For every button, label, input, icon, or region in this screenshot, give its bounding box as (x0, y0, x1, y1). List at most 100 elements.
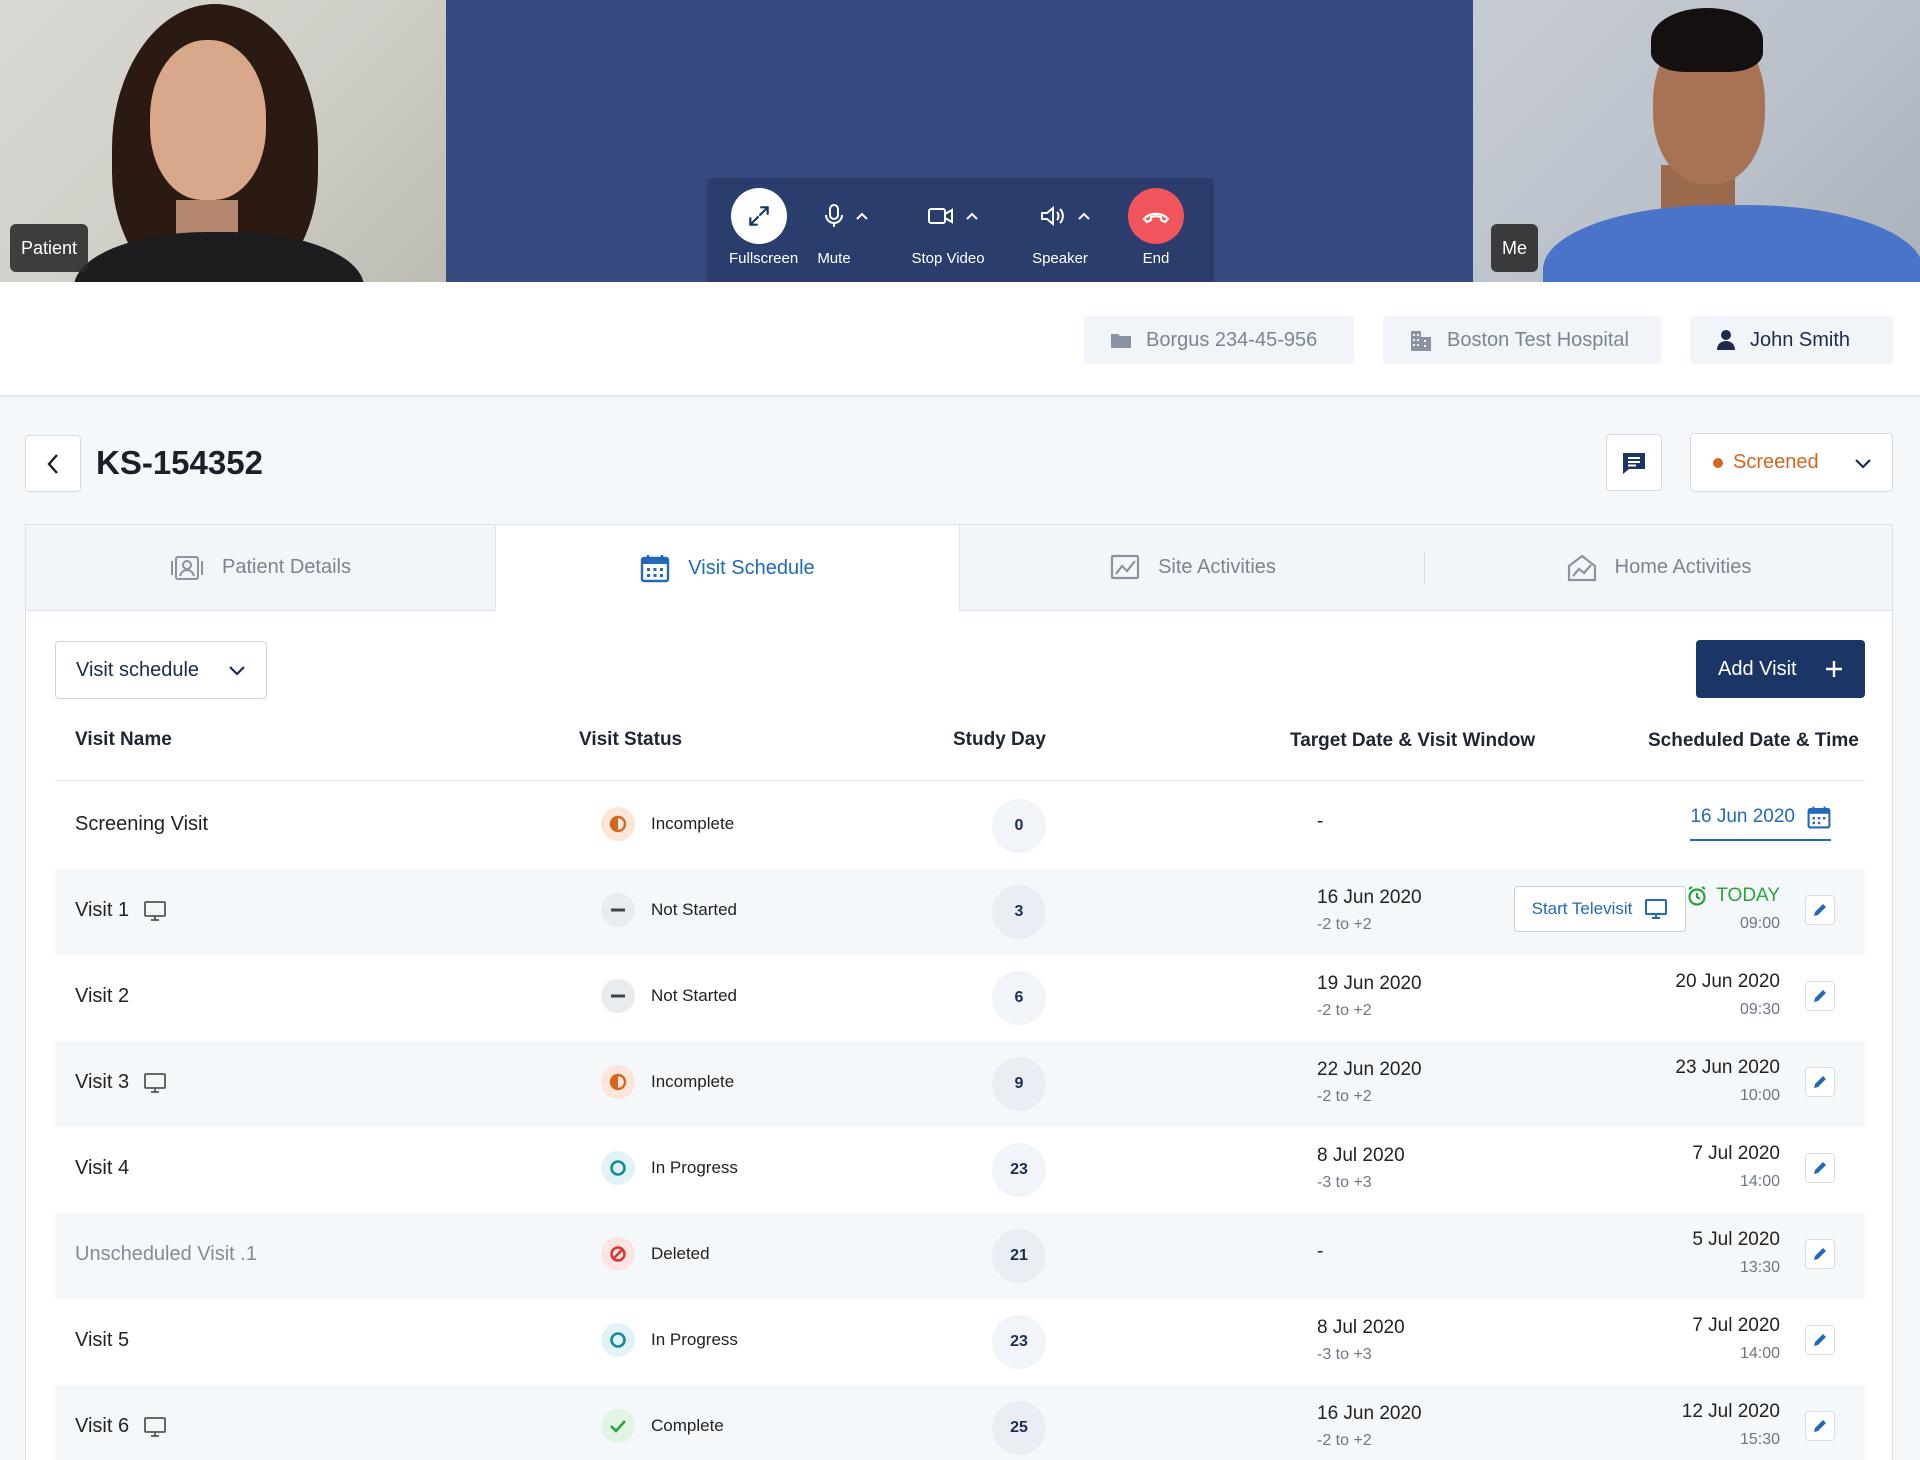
tab-home-activities[interactable]: Home Activities (1426, 525, 1892, 611)
visit-status: In Progress (601, 1323, 738, 1357)
self-video-tile: Me (1473, 0, 1920, 282)
visit-status: Not Started (601, 979, 737, 1013)
tab-patient-details[interactable]: Patient Details (26, 525, 495, 611)
mute-button[interactable]: Mute (811, 188, 881, 267)
visit-name: Visit 5 (75, 1329, 130, 1351)
target-date: 8 Jul 2020 -3 to +3 (1317, 1317, 1405, 1363)
visit-name: Visit 6 (75, 1415, 167, 1438)
deleted-status-icon (601, 1237, 635, 1271)
scheduled-date: 7 Jul 2020 14:00 (1692, 1315, 1780, 1362)
messages-button[interactable] (1606, 434, 1662, 491)
calendar-icon (641, 555, 670, 583)
fullscreen-button[interactable]: Fullscreen (729, 188, 798, 267)
column-header-visit-name[interactable]: Visit Name (75, 729, 172, 750)
visit-status: Not Started (601, 893, 737, 927)
study-day-badge: 0 (992, 799, 1046, 853)
target-date: - (1317, 1241, 1324, 1262)
hospital-chip[interactable]: Boston Test Hospital (1383, 316, 1661, 364)
table-row[interactable]: Visit 2 Not Started 6 19 Jun 2020 -2 to … (55, 955, 1865, 1041)
building-icon (1411, 331, 1431, 351)
chevron-left-icon (47, 453, 58, 474)
add-visit-button[interactable]: Add Visit (1696, 640, 1865, 698)
scheduled-date: 20 Jun 2020 09:30 (1675, 971, 1780, 1018)
edit-button[interactable] (1805, 1411, 1835, 1441)
patient-video-label: Patient (10, 224, 89, 272)
pencil-icon (1814, 1420, 1826, 1432)
start-televisit-button[interactable]: Start Televisit (1514, 886, 1686, 932)
table-row[interactable]: Visit 1 Not Started 3 16 Jun 2020 -2 to … (55, 869, 1865, 955)
incomplete-status-icon (601, 807, 635, 841)
edit-button[interactable] (1805, 1325, 1835, 1355)
target-date: 16 Jun 2020 -2 to +2 (1317, 1403, 1422, 1449)
end-call-button[interactable]: End (1126, 188, 1186, 267)
study-day-badge: 25 (992, 1401, 1046, 1455)
visit-status: Incomplete (601, 1065, 734, 1099)
in-progress-status-icon (601, 1323, 635, 1357)
monitor-icon (144, 900, 167, 921)
video-call-bar: Patient Fullscreen Mute Stop Video (0, 0, 1920, 282)
video-camera-icon (928, 208, 953, 224)
alarm-clock-icon (1688, 886, 1706, 906)
calendar-icon (1807, 806, 1831, 829)
edit-button[interactable] (1805, 981, 1835, 1011)
site-chart-icon (1110, 554, 1140, 579)
table-row[interactable]: Visit 4 In Progress 23 8 Jul 2020 -3 to … (55, 1127, 1865, 1213)
back-button[interactable] (25, 435, 81, 492)
column-header-scheduled-date[interactable]: Scheduled Date & Time (1648, 730, 1859, 751)
edit-button[interactable] (1805, 1153, 1835, 1183)
column-header-visit-status[interactable]: Visit Status (579, 729, 683, 750)
table-row[interactable]: Visit 5 In Progress 23 8 Jul 2020 -3 to … (55, 1299, 1865, 1385)
user-icon (1717, 330, 1735, 350)
chat-icon (1623, 452, 1645, 474)
edit-button[interactable] (1805, 895, 1835, 925)
target-date: 22 Jun 2020 -2 to +2 (1317, 1059, 1422, 1105)
pencil-icon (1814, 1162, 1826, 1174)
visit-name: Visit 2 (75, 985, 130, 1007)
target-date: - (1317, 811, 1324, 832)
scheduled-date-picker[interactable]: 16 Jun 2020 (1690, 805, 1831, 841)
chevron-up-icon[interactable] (1077, 211, 1091, 221)
user-chip[interactable]: John Smith (1690, 316, 1893, 364)
pencil-icon (1814, 1248, 1826, 1260)
study-day-badge: 23 (992, 1143, 1046, 1197)
pencil-icon (1814, 1334, 1826, 1346)
table-row[interactable]: Visit 6 Complete 25 16 Jun 2020 -2 to +2… (55, 1385, 1865, 1460)
patient-status-select[interactable]: Screened (1690, 433, 1893, 492)
column-header-target-date[interactable]: Target Date & Visit Window (1290, 730, 1536, 751)
not-started-status-icon (601, 893, 635, 927)
table-row[interactable]: Screening Visit Incomplete 0 - 16 Jun 20… (55, 783, 1865, 869)
status-dot (1713, 457, 1723, 468)
end-call-icon (1128, 188, 1184, 244)
pencil-icon (1814, 990, 1826, 1002)
not-started-status-icon (601, 979, 635, 1013)
chevron-up-icon[interactable] (965, 211, 979, 221)
edit-button[interactable] (1805, 1239, 1835, 1269)
edit-button[interactable] (1805, 1067, 1835, 1097)
visit-name: Unscheduled Visit .1 (75, 1243, 257, 1265)
case-chip[interactable]: Borgus 234-45-956 (1084, 316, 1354, 364)
speaker-button[interactable]: Speaker (1025, 188, 1105, 267)
target-date: 8 Jul 2020 -3 to +3 (1317, 1145, 1405, 1191)
pencil-icon (1814, 1076, 1826, 1088)
in-progress-status-icon (601, 1151, 635, 1185)
study-day-badge: 3 (992, 885, 1046, 939)
monitor-icon (144, 1072, 167, 1093)
monitor-icon (144, 1416, 167, 1437)
table-row[interactable]: Unscheduled Visit .1 Deleted 21 - 5 Jul … (55, 1213, 1865, 1299)
stop-video-button[interactable]: Stop Video (903, 188, 1003, 267)
chevron-up-icon[interactable] (855, 211, 869, 221)
pencil-icon (1814, 904, 1826, 916)
tab-bar: Patient Details Visit Schedule Site Acti… (26, 525, 1892, 611)
view-select[interactable]: Visit schedule (55, 641, 267, 699)
fullscreen-icon (731, 188, 787, 244)
study-day-badge: 21 (992, 1229, 1046, 1283)
table-row[interactable]: Visit 3 Incomplete 9 22 Jun 2020 -2 to +… (55, 1041, 1865, 1127)
tab-site-activities[interactable]: Site Activities (960, 525, 1426, 611)
visit-status: In Progress (601, 1151, 738, 1185)
page-title: KS-154352 (96, 444, 263, 481)
plus-icon (1826, 661, 1842, 677)
tab-visit-schedule[interactable]: Visit Schedule (495, 525, 960, 611)
visit-name: Visit 4 (75, 1157, 130, 1179)
column-header-study-day[interactable]: Study Day (953, 729, 1046, 750)
visit-status: Complete (601, 1409, 724, 1443)
